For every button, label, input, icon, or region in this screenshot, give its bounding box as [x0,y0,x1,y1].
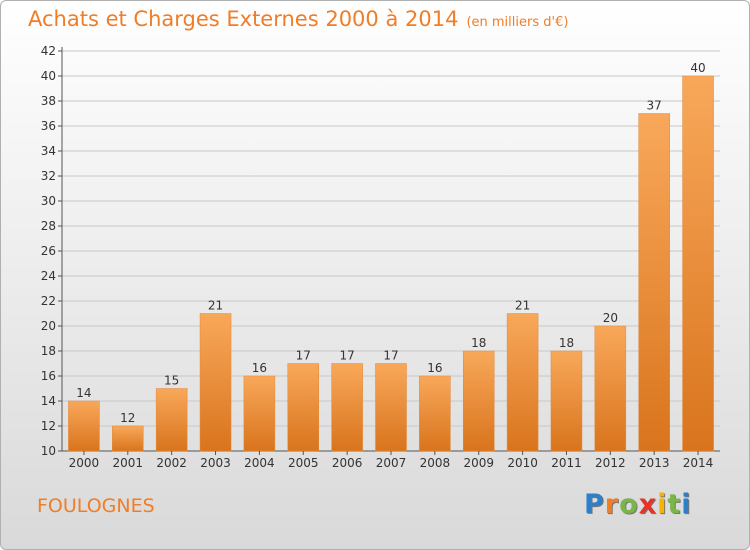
data-label-2010: 21 [515,299,530,313]
data-label-2007: 17 [383,349,398,363]
data-label-2003: 21 [208,299,223,313]
y-tick-label: 38 [41,94,56,108]
y-tick-labels: 10 12 14 16 18 20 22 24 26 28 30 32 34 36 38 40 42 [41,44,56,458]
x-tick-label-2002: 2002 [156,456,187,470]
x-tick-label-2007: 2007 [376,456,407,470]
y-tick-label: 16 [41,369,56,383]
y-tick-label: 30 [41,194,56,208]
data-label-2011: 18 [559,336,574,350]
bar-2014 [682,75,714,452]
data-label-2002: 15 [164,374,179,388]
logo-letter: P [584,489,605,520]
data-label-2006: 17 [339,349,354,363]
data-label-2001: 12 [120,411,135,425]
y-tick-label: 28 [41,219,56,233]
bar-2003 [199,313,232,452]
y-tick-label: 12 [41,419,56,433]
commune-name: FOULOGNES [37,495,155,517]
x-tick-label-2001: 2001 [113,456,144,470]
x-tick-label-2006: 2006 [332,456,363,470]
chart-title: Achats et Charges Externes 2000 à 2014 (e… [28,7,568,31]
bar-2009 [462,350,495,452]
bar-2005 [287,363,320,452]
x-tick-label-2012: 2012 [595,456,626,470]
bar-2011 [550,350,583,452]
data-label-2013: 37 [647,99,662,113]
x-tick-label-2000: 2000 [69,456,100,470]
y-tick-label: 22 [41,294,56,308]
title-text: Achats et Charges Externes 2000 à 2014 [28,7,459,31]
x-tick-label-2011: 2011 [551,456,582,470]
logo-letter: i [657,489,668,520]
logo-letter: t [667,489,682,520]
x-tick-label-2014: 2014 [683,456,714,470]
bar-2000 [68,400,100,452]
y-tick-label: 36 [41,119,56,133]
x-tick-labels: 2000 2001 2002 2003 2004 2005 2006 2007 2008 2009… [69,451,714,470]
y-tick-label: 40 [41,69,56,83]
x-tick-label-2009: 2009 [463,456,494,470]
data-label-2004: 16 [252,361,267,375]
logo-letter: x [638,489,658,520]
bar-2004 [243,375,276,452]
y-tick-label: 14 [41,394,56,408]
bar-2013 [638,113,670,452]
logo-letter: i [681,489,692,520]
data-labels: 14 12 15 21 16 17 17 17 16 18 21 18 20 37 40 [76,61,705,425]
y-tick-label: 24 [41,269,56,283]
bar-2007 [375,363,407,452]
y-tick-label: 34 [41,144,56,158]
bar-2008 [419,375,451,452]
bar-2006 [331,363,363,452]
unit-label: (en milliers d'€) [466,15,569,30]
logo-letter: r [604,489,620,520]
logo-letter: o [619,489,639,520]
bars [68,75,714,452]
y-tick-label: 10 [41,444,56,458]
x-tick-label-2010: 2010 [507,456,538,470]
data-label-2000: 14 [76,386,91,400]
data-label-2012: 20 [603,311,618,325]
y-tick-label: 42 [41,44,56,58]
bar-2001 [112,425,144,452]
proxiti-logo: Proxiti [584,489,692,520]
y-tick-label: 32 [41,169,56,183]
bar-2010 [506,313,539,452]
y-tick-label: 26 [41,244,56,258]
data-label-2008: 16 [427,361,442,375]
data-label-2009: 18 [471,336,486,350]
bar-2002 [155,388,188,452]
x-tick-label-2003: 2003 [200,456,231,470]
y-tick-label: 20 [41,319,56,333]
bar-2012 [594,325,627,452]
x-tick-label-2013: 2013 [639,456,670,470]
data-label-2014: 40 [690,61,705,75]
x-tick-label-2004: 2004 [244,456,275,470]
y-tick-label: 18 [41,344,56,358]
x-tick-label-2005: 2005 [288,456,319,470]
x-tick-label-2008: 2008 [420,456,451,470]
data-label-2005: 17 [296,349,311,363]
